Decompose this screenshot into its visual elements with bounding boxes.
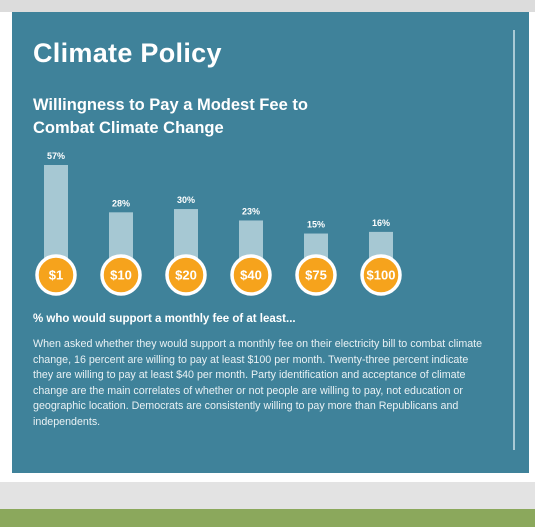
category-label-1: $10 [110,268,132,283]
bar-0 [44,165,68,258]
bottom-border-strip [0,482,535,509]
description-paragraph: When asked whether they would support a … [33,338,483,428]
value-label-1: 28% [112,198,130,208]
category-label-2: $20 [175,268,197,283]
value-label-5: 16% [372,218,390,228]
value-label-4: 15% [307,220,325,230]
value-label-2: 30% [177,195,195,205]
price-badge-2 [165,254,207,296]
top-border-strip [0,0,535,12]
value-label-0: 57% [47,151,65,161]
category-label-3: $40 [240,268,262,283]
bar-1 [109,212,133,258]
chart-title: Willingness to Pay a Modest Fee to Comba… [33,96,308,137]
price-badge-5 [360,254,402,296]
chart-caption: % who would support a monthly fee of at … [33,313,296,325]
category-label-0: $1 [49,268,63,283]
bar-3 [239,220,263,258]
infographic-panel [12,12,529,473]
bar-4 [304,233,328,258]
bar-2 [174,209,198,258]
value-label-3: 23% [242,206,260,216]
vertical-divider [513,30,515,450]
price-badge-3 [230,254,272,296]
bar-5 [369,231,393,258]
category-label-5: $100 [367,268,396,283]
price-badge-0 [35,254,77,296]
bar-chart: 57% $1 28% $10 30% $20 23% $40 15% $75 16% $100 [35,151,402,296]
page-title: Climate Policy [33,38,222,68]
category-label-4: $75 [305,268,327,283]
price-badge-1 [100,254,142,296]
footer-accent-strip [0,509,535,527]
price-badge-4 [295,254,337,296]
